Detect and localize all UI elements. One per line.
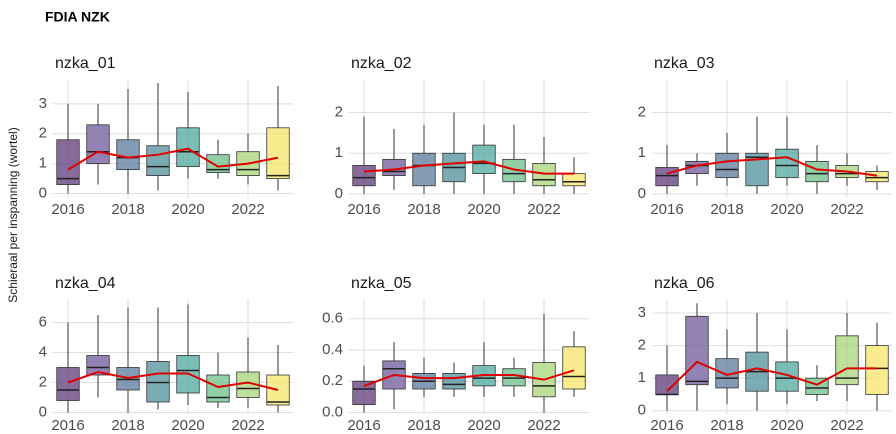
box <box>86 124 110 165</box>
box <box>775 148 799 179</box>
y-tick-label: 2 <box>39 373 47 390</box>
mean-line <box>363 369 575 387</box>
x-tick-label: 2020 <box>467 417 500 434</box>
x-tick-label: 2016 <box>650 417 683 434</box>
y-tick-label: 0 <box>39 403 47 420</box>
box <box>206 374 230 403</box>
box <box>472 144 496 174</box>
box <box>532 163 556 187</box>
x-tick-label: 2016 <box>650 201 683 218</box>
x-tick-label: 2018 <box>710 201 743 218</box>
x-tick-label: 2022 <box>830 417 863 434</box>
y-tick-label: 0.4 <box>322 341 343 358</box>
panel-title: nzka_03 <box>654 55 715 72</box>
box <box>412 152 436 187</box>
panel-title: nzka_02 <box>351 55 412 72</box>
x-tick-label: 2016 <box>347 417 380 434</box>
x-tick-label: 2020 <box>467 201 500 218</box>
box <box>86 355 110 376</box>
y-tick-label: 0 <box>39 184 47 201</box>
y-tick-label: 3 <box>39 95 47 112</box>
y-tick-label: 0.2 <box>322 372 343 389</box>
mean-line <box>363 160 574 175</box>
x-tick-label: 2022 <box>527 201 560 218</box>
box <box>865 171 889 183</box>
x-tick-label: 2018 <box>407 201 440 218</box>
box <box>176 127 200 168</box>
x-tick-label: 2020 <box>171 201 204 218</box>
box <box>442 372 466 390</box>
y-tick-label: 1 <box>39 155 47 172</box>
y-tick-label: 0 <box>638 402 646 419</box>
box <box>352 380 376 406</box>
y-tick-label: 0 <box>638 185 646 202</box>
x-tick-label: 2022 <box>231 201 264 218</box>
y-tick-label: 3 <box>638 304 646 321</box>
x-tick-label: 2020 <box>770 417 803 434</box>
y-tick-label: 1 <box>638 144 646 161</box>
y-tick-label: 0.0 <box>322 403 343 420</box>
y-tick-label: 0 <box>335 185 343 202</box>
x-tick-label: 2018 <box>710 417 743 434</box>
box <box>655 167 679 187</box>
mean-line <box>666 156 878 177</box>
y-tick-label: 1 <box>638 369 646 386</box>
panel: nzka_05 0.0 0.2 0.4 0.6 2016 2018 2020 2022 <box>322 275 589 434</box>
box <box>745 152 769 187</box>
box <box>805 160 829 183</box>
panel: nzka_03 0 1 2 2016 2018 2020 2022 <box>638 55 892 218</box>
panel: nzka_01 0 1 2 3 2016 2018 2020 2022 <box>39 55 293 218</box>
box <box>266 127 290 179</box>
panel-title: nzka_06 <box>654 275 715 292</box>
y-tick-label: 2 <box>39 125 47 142</box>
mean-line <box>666 360 877 392</box>
box <box>56 367 80 401</box>
box <box>116 139 140 171</box>
x-tick-label: 2018 <box>111 417 144 434</box>
y-tick-label: 4 <box>39 343 47 360</box>
panel-title: nzka_04 <box>55 275 116 292</box>
x-tick-label: 2022 <box>830 201 863 218</box>
x-tick-label: 2022 <box>527 417 560 434</box>
x-tick-label: 2016 <box>51 417 84 434</box>
y-tick-label: 6 <box>39 313 47 330</box>
box <box>562 346 586 390</box>
y-tick-label: 2 <box>638 337 646 354</box>
box <box>352 165 376 187</box>
y-tick-label: 2 <box>638 104 646 121</box>
x-tick-label: 2020 <box>171 417 204 434</box>
box <box>685 315 709 386</box>
panel: nzka_04 0 2 4 6 2016 2018 2020 2022 <box>39 275 293 434</box>
x-tick-label: 2016 <box>347 201 380 218</box>
y-axis-label: Schieraal per inspanning (wortel) <box>6 127 20 302</box>
mean-line <box>67 370 279 391</box>
x-tick-label: 2018 <box>407 417 440 434</box>
figure-title: FDIA NZK <box>45 9 110 25</box>
panel: nzka_06 0 1 2 3 2016 2018 2020 2022 <box>638 275 892 434</box>
y-tick-label: 2 <box>335 104 343 121</box>
x-tick-label: 2022 <box>231 417 264 434</box>
x-tick-label: 2018 <box>111 201 144 218</box>
box <box>835 335 859 386</box>
box <box>206 154 230 174</box>
box <box>562 173 586 187</box>
mean-line <box>67 147 279 171</box>
box <box>146 145 170 176</box>
y-tick-label: 1 <box>335 144 343 161</box>
panel-title: nzka_01 <box>55 55 116 72</box>
y-tick-label: 0.6 <box>322 310 343 327</box>
box <box>775 361 799 392</box>
box <box>715 152 739 179</box>
x-tick-label: 2020 <box>770 201 803 218</box>
panel: nzka_02 0 1 2 2016 2018 2020 2022 <box>335 55 589 218</box>
box <box>865 345 889 395</box>
panel-title: nzka_05 <box>351 275 412 292</box>
box <box>502 368 526 387</box>
x-tick-label: 2016 <box>51 201 84 218</box>
